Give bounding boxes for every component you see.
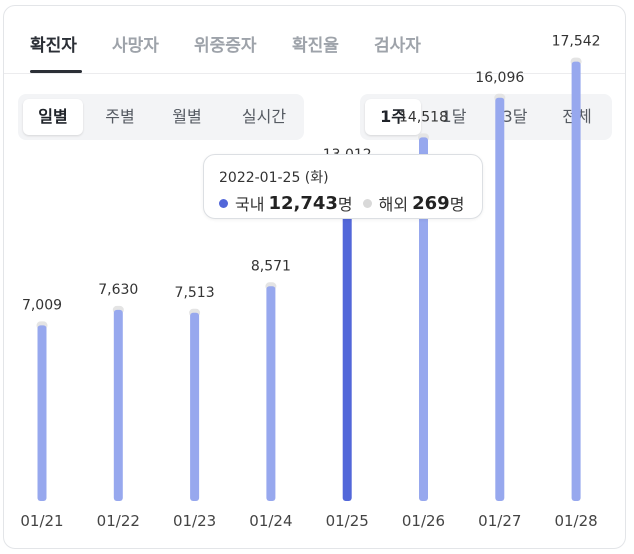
range-toggle: 1주 1달 3달 전체 — [360, 94, 612, 140]
tooltip-values: 국내 12,743 명 해외 269 명 — [219, 191, 464, 215]
bar — [419, 137, 428, 501]
range-1month-button[interactable]: 1달 — [441, 107, 467, 126]
bar — [266, 286, 276, 501]
x-tick-label: 01/21 — [20, 512, 63, 530]
x-tick-label: 01/23 — [173, 512, 216, 530]
overseas-unit: 명 — [449, 195, 465, 214]
value-label: 7,513 — [175, 285, 215, 301]
x-tick-label: 01/22 — [97, 512, 140, 530]
bar — [495, 97, 505, 501]
range-1week-button[interactable]: 1주 — [365, 99, 421, 135]
domestic-legend-dot — [219, 198, 228, 208]
active-tab-indicator — [30, 70, 82, 73]
bar-selected — [342, 175, 352, 502]
bar — [113, 309, 123, 501]
domestic-unit: 명 — [337, 195, 353, 214]
tooltip-date: 2022-01-25 (화) — [219, 170, 329, 186]
tab-positive-rate[interactable]: 확진율 — [292, 36, 339, 56]
value-label: 17,542 — [552, 34, 601, 50]
tab-deaths[interactable]: 사망자 — [112, 36, 159, 56]
range-3month-button[interactable]: 3달 — [502, 107, 528, 126]
x-tick-label: 01/26 — [402, 512, 445, 530]
x-tick-label: 01/25 — [326, 512, 369, 530]
period-weekly-button[interactable]: 주별 — [105, 107, 135, 126]
overseas-value: 269 — [412, 192, 450, 214]
x-tick-label: 01/24 — [249, 512, 292, 530]
tab-critical[interactable]: 위중증자 — [194, 36, 257, 56]
value-label: 8,571 — [251, 258, 291, 274]
period-monthly-button[interactable]: 월별 — [172, 107, 202, 126]
overseas-label: 해외 — [378, 195, 409, 214]
value-label: 16,096 — [475, 70, 524, 86]
overseas-legend-dot — [362, 198, 372, 208]
chart-card: 확진자 사망자 위중증자 확진율 검사자 일별 주별 월별 실시간 1주 1달 … — [3, 5, 626, 549]
x-tick-label: 01/27 — [478, 512, 521, 530]
tab-tested[interactable]: 검사자 — [374, 36, 421, 56]
value-label: 14,518 — [399, 109, 448, 125]
x-tick-label: 01/28 — [554, 512, 597, 530]
domestic-value: 12,743 — [268, 192, 338, 214]
period-toggle: 일별 주별 월별 실시간 — [18, 94, 304, 140]
bar — [37, 325, 47, 501]
value-label: 7,630 — [98, 282, 138, 298]
domestic-label: 국내 — [235, 195, 265, 214]
period-daily-button[interactable]: 일별 — [23, 99, 83, 135]
value-label: 7,009 — [22, 297, 62, 313]
chart-tooltip: 2022-01-25 (화) 국내 12,743 명 해외 269 명 — [203, 154, 483, 219]
tab-confirmed[interactable]: 확진자 — [30, 36, 77, 56]
period-realtime-button[interactable]: 실시간 — [241, 107, 287, 126]
bar — [571, 61, 581, 501]
tab-bar: 확진자 사망자 위중증자 확진율 검사자 — [4, 6, 625, 74]
bar — [190, 312, 200, 501]
